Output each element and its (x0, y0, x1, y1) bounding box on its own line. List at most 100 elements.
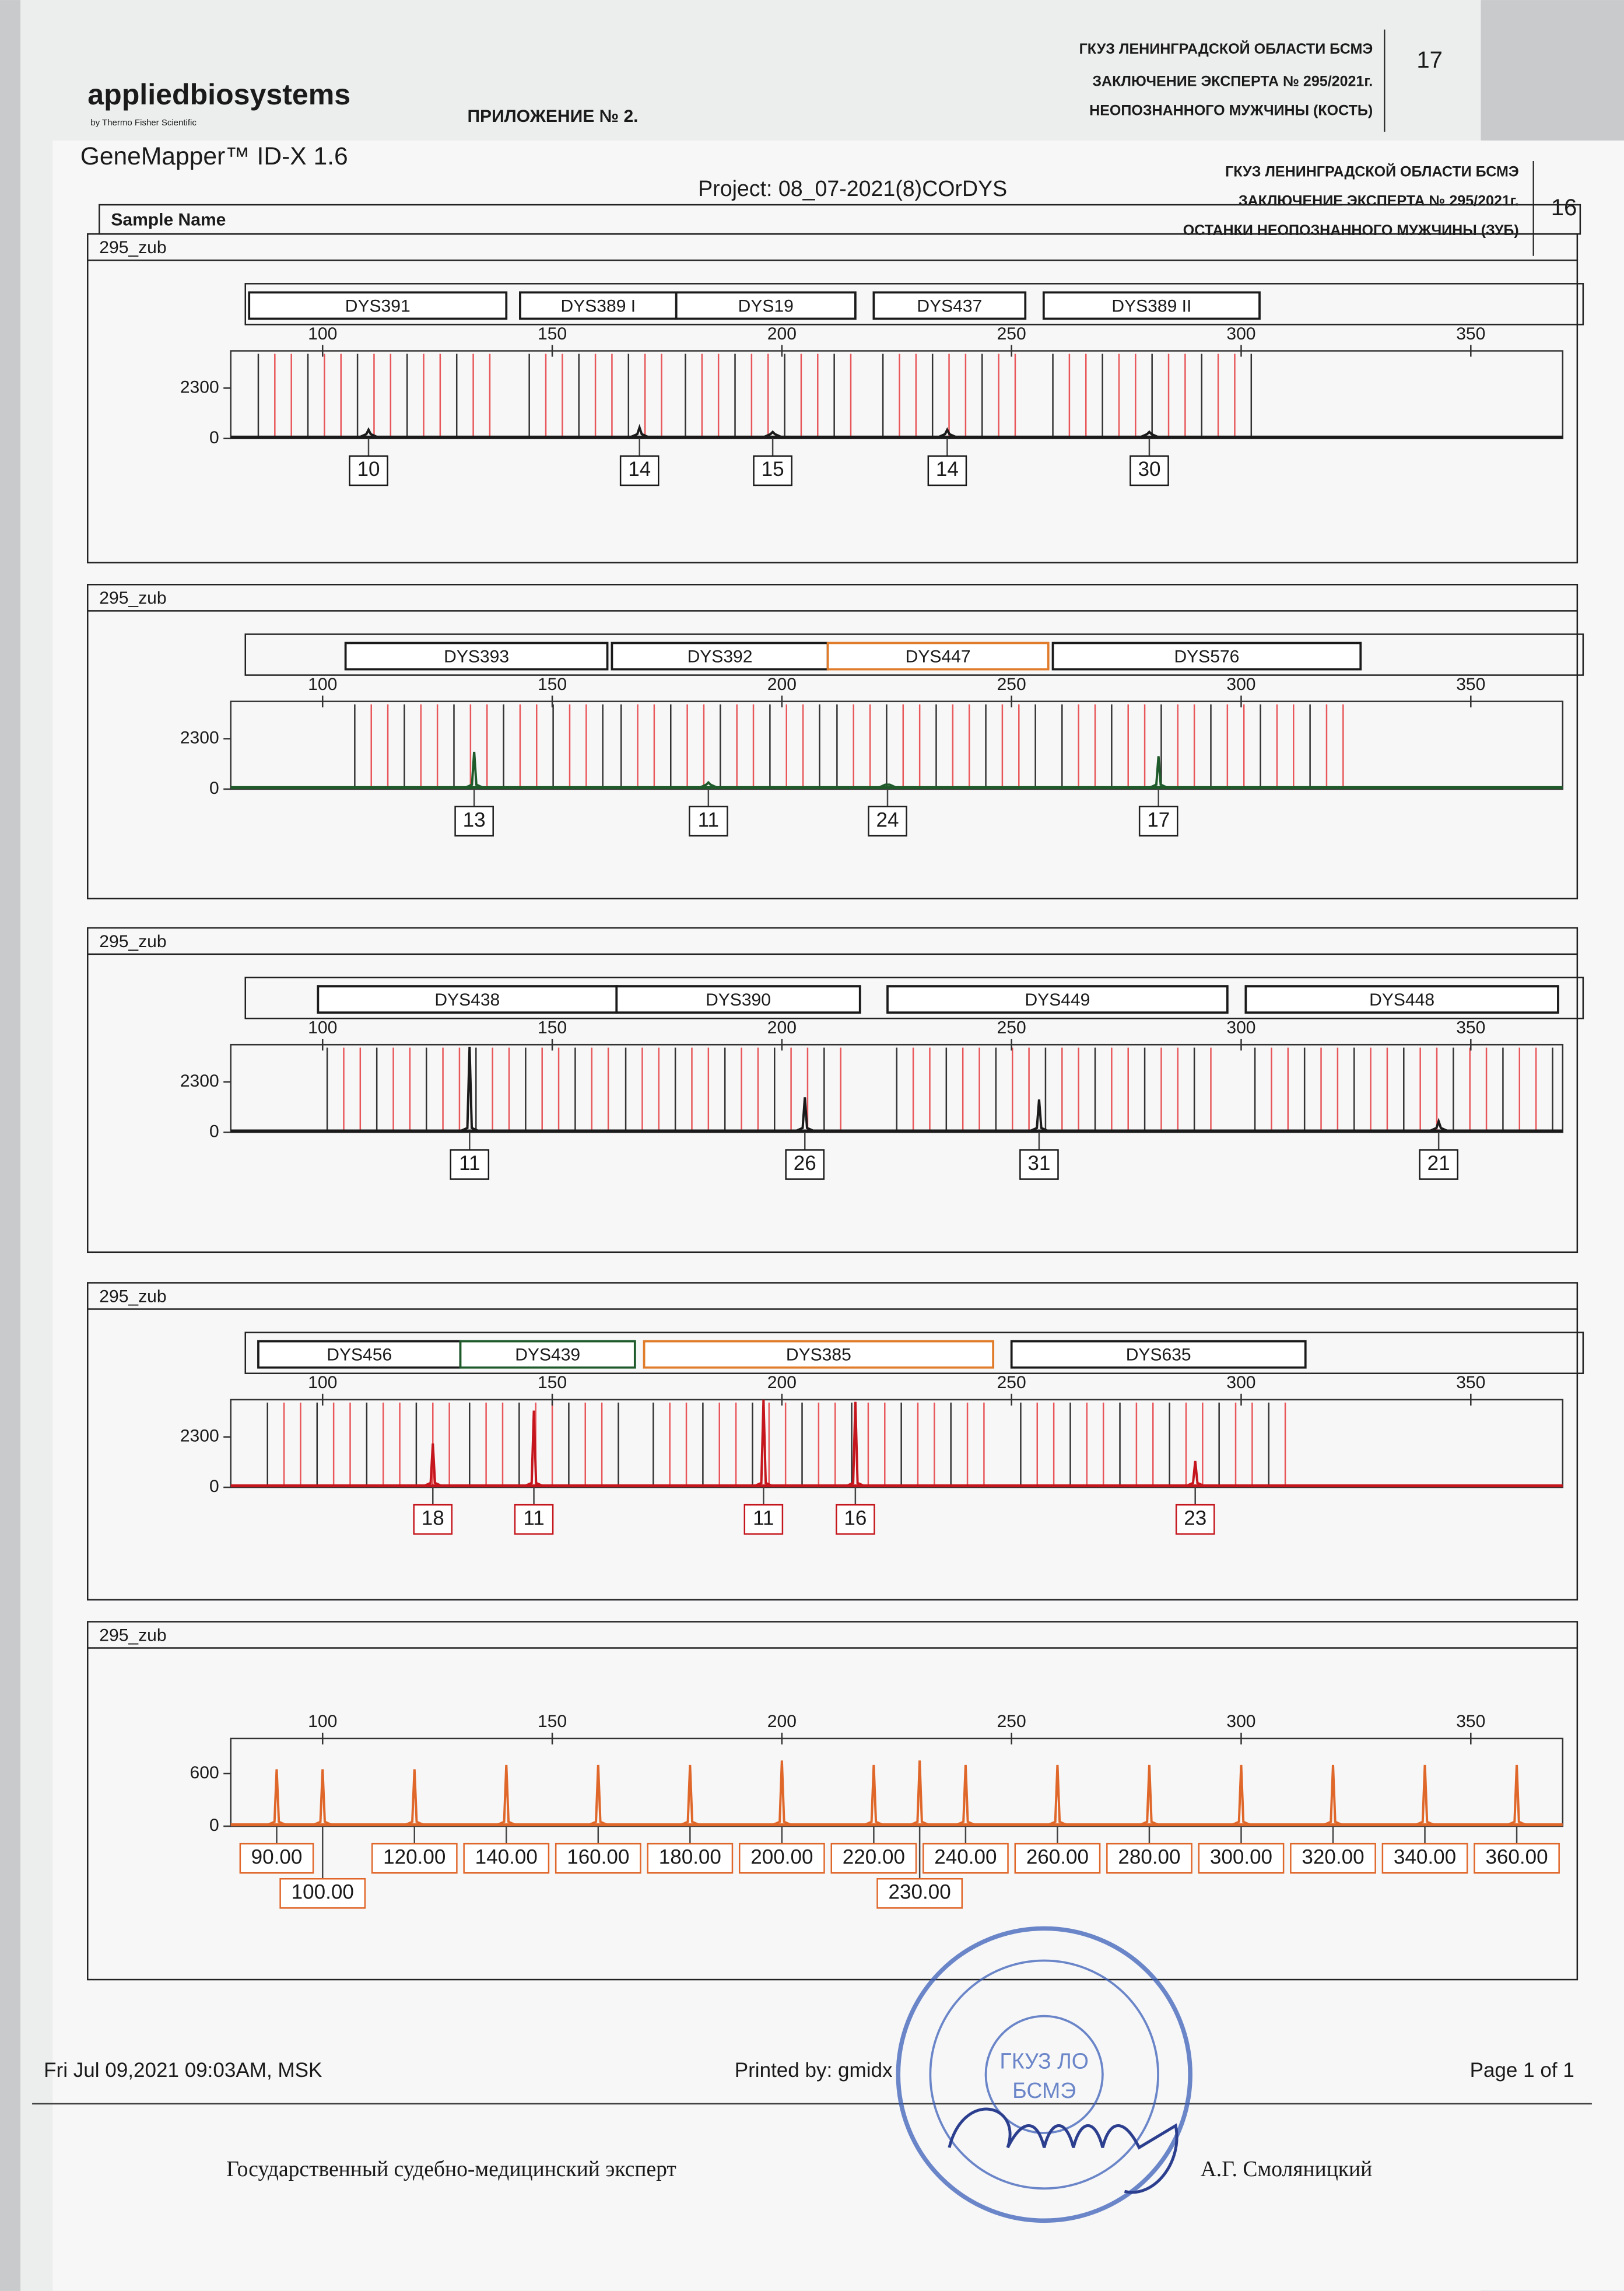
allele-box (1474, 1842, 1560, 1874)
peak (1140, 1764, 1159, 1826)
marker-name: DYS390 (706, 990, 771, 1010)
peak (465, 751, 483, 789)
peak (524, 1410, 543, 1487)
marker-name: DYS439 (515, 1346, 580, 1365)
peak (1507, 1764, 1526, 1826)
marker-box (1042, 291, 1261, 320)
sample-name: 295_zub (99, 238, 166, 257)
peak (630, 423, 649, 439)
plot-area (230, 1399, 1564, 1488)
peak (313, 1769, 332, 1826)
y-tick-label: 2300 (180, 1427, 219, 1446)
peak (405, 1769, 424, 1826)
allele-box (279, 1878, 366, 1909)
conclusion: ЗАКЛЮЧЕНИЕ ЭКСПЕРТА № 295/2021г. (1239, 193, 1519, 209)
allele-label: 26 (794, 1152, 816, 1175)
footer-date: Fri Jul 09,2021 09:03AM, MSK (44, 2059, 322, 2082)
allele-label: 230.00 (889, 1881, 951, 1904)
allele-label: 10 (357, 458, 380, 481)
x-tick-label: 200 (767, 1712, 797, 1731)
panels: 295_zub DYS391 DYS389 I DYS19 DYS437 DYS389 I… (87, 233, 1584, 1981)
column-name: Sample Name (111, 211, 226, 230)
marker-box (1244, 985, 1559, 1014)
peak (681, 1764, 700, 1826)
peak (878, 783, 897, 789)
allele-label: 11 (753, 1507, 774, 1529)
marker-name: DYS385 (786, 1346, 851, 1365)
allele-label: 320.00 (1302, 1845, 1364, 1868)
stamp-inner (929, 1959, 1159, 2190)
allele-label: 13 (463, 808, 486, 831)
marker-box (1051, 642, 1362, 671)
x-tick-label: 300 (1226, 1373, 1255, 1392)
y-tick-label: 0 (209, 428, 219, 447)
panel-frame (87, 584, 1579, 899)
x-tick-label: 100 (308, 1712, 337, 1731)
x-tick-label: 150 (538, 324, 567, 344)
allele-box (689, 805, 728, 837)
allele-box (1014, 1842, 1101, 1874)
allele-label: 360.00 (1485, 1845, 1548, 1868)
x-tick-label: 350 (1456, 324, 1485, 344)
peak (1415, 1764, 1434, 1826)
marker-box (248, 291, 508, 320)
allele-label: 11 (459, 1152, 480, 1175)
x-tick-label: 150 (538, 1373, 567, 1392)
x-tick-label: 300 (1226, 1712, 1255, 1731)
marker-box (459, 1340, 636, 1369)
allele-label: 200.00 (750, 1845, 813, 1868)
panel-frame (87, 1621, 1579, 1981)
peak (938, 427, 957, 439)
project: Project: 08_07-2021(8)COrDYS (698, 176, 1007, 201)
allele-box (413, 1504, 453, 1535)
y-tick-label: 0 (209, 779, 219, 798)
peak (754, 1399, 773, 1487)
panel: 295_zub DYS393 DYS392 DYS447 DYS576 100 150 200… (87, 584, 1584, 899)
allele-label: 15 (762, 458, 784, 481)
x-tick-label: 100 (308, 1373, 337, 1392)
sample-name: 295_zub (99, 932, 166, 951)
org: ГКУЗ ЛЕНИНГРАДСКОЙ ОБЛАСТИ БСМЭ (1225, 163, 1519, 180)
peak (588, 1764, 608, 1826)
marker-box (615, 985, 861, 1014)
x-tick-label: 250 (997, 324, 1026, 344)
x-tick-label: 200 (767, 675, 797, 694)
marker-track (244, 633, 1584, 676)
marker-name: DYS635 (1126, 1346, 1191, 1365)
allele-box (349, 455, 388, 486)
allele-box (514, 1504, 554, 1535)
allele-box (1381, 1842, 1468, 1874)
peak (1030, 1099, 1048, 1132)
y-tick-label: 600 (190, 1763, 219, 1782)
peak (1149, 756, 1168, 789)
marker-track (244, 976, 1584, 1020)
signature-name: А.Г. Смоляницкий (1201, 2157, 1373, 2181)
y-tick-label: 0 (209, 1477, 219, 1496)
allele-label: 300.00 (1210, 1845, 1272, 1868)
x-tick-label: 150 (538, 1712, 567, 1731)
allele-box (868, 805, 907, 837)
marker-name: DYS456 (327, 1346, 392, 1365)
back-conclusion: ЗАКЛЮЧЕНИЕ ЭКСПЕРТА № 295/2021г. (1092, 73, 1373, 89)
marker-name: DYS392 (688, 647, 753, 666)
allele-box (743, 1504, 784, 1535)
stamp: ГКУЗ ЛО БСМЭ (896, 1926, 1192, 2223)
marker-name: DYS448 (1369, 990, 1434, 1010)
allele-label: 100.00 (292, 1881, 354, 1904)
allele-label: 17 (1147, 808, 1170, 831)
page-number: 16 (1551, 195, 1577, 220)
x-tick-label: 250 (997, 675, 1026, 694)
allele-box (1419, 1149, 1458, 1180)
peak (773, 1760, 791, 1826)
allele-box (785, 1149, 825, 1180)
marker-name: DYS19 (738, 296, 794, 316)
marker-name: DYS447 (906, 647, 971, 666)
allele-box (923, 1842, 1009, 1874)
stamp-text: ГКУЗ ЛО (999, 2049, 1089, 2073)
marker-box (611, 642, 829, 671)
allele-box (1019, 1149, 1059, 1180)
x-tick-label: 250 (997, 1373, 1026, 1392)
allele-box (555, 1842, 641, 1874)
marker-box (257, 1340, 462, 1369)
allele-box (876, 1878, 963, 1909)
